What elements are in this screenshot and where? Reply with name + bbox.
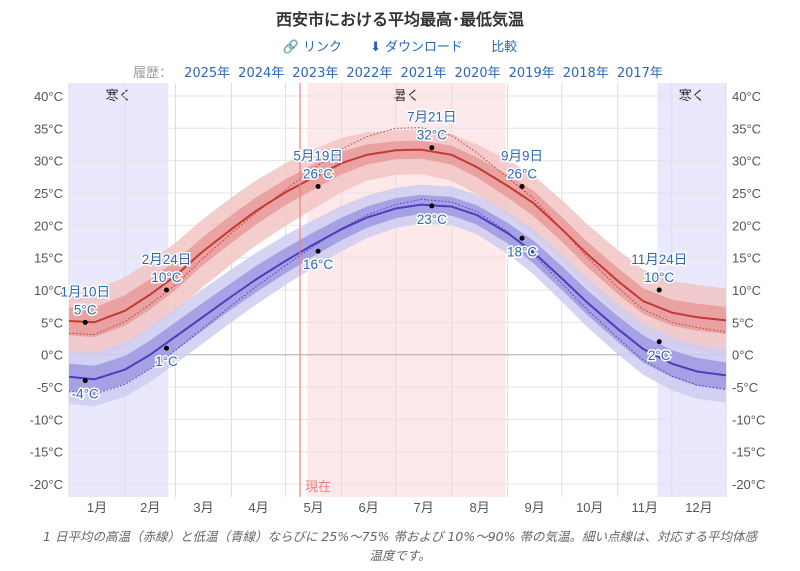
history-year-link[interactable]: 2019年 bbox=[508, 66, 555, 81]
now-label: 現在 bbox=[305, 479, 331, 494]
annotation-date-label: 2月24日 bbox=[142, 252, 192, 267]
y-tick-label-left: 5°C bbox=[41, 315, 63, 330]
y-tick-label-right: 25°C bbox=[732, 186, 761, 201]
annotation-value-label: 1°C bbox=[155, 354, 178, 369]
link-label: リンク bbox=[302, 40, 342, 55]
y-tick-label-right: 20°C bbox=[732, 218, 761, 233]
y-tick-label-left: 0°C bbox=[41, 348, 63, 363]
y-tick-label-left: -10°C bbox=[30, 412, 63, 427]
action-links: 🔗 リンク ⬇ ダウンロード 比較 bbox=[0, 36, 800, 55]
annotation-point bbox=[163, 287, 169, 293]
annotation-point bbox=[82, 378, 88, 384]
history-year-link[interactable]: 2025年 bbox=[184, 66, 231, 81]
month-tick-label: 5月 bbox=[303, 500, 323, 515]
annotation-value-label: 18°C bbox=[507, 244, 537, 259]
y-tick-label-right: -15°C bbox=[732, 445, 765, 460]
history-year-link[interactable]: 2024年 bbox=[238, 66, 285, 81]
annotation-point bbox=[315, 184, 321, 189]
y-tick-label-right: 5°C bbox=[732, 315, 754, 330]
month-tick-label: 11月 bbox=[632, 500, 659, 515]
annotation-point bbox=[429, 145, 435, 151]
history-label: 履歴： bbox=[133, 66, 173, 81]
link-button[interactable]: 🔗 リンク bbox=[283, 40, 342, 55]
annotation-point bbox=[519, 184, 525, 189]
history-year-link[interactable]: 2021年 bbox=[400, 66, 447, 81]
download-icon: ⬇ bbox=[370, 40, 382, 55]
chart-caption: 1 日平均の高温（赤線）と低温（青線）ならびに 25%～75% 帯および 10%… bbox=[43, 529, 757, 563]
month-tick-label: 6月 bbox=[359, 500, 379, 515]
annotation-date-label: 1月10日 bbox=[60, 284, 110, 299]
annotation-point bbox=[315, 248, 321, 254]
high-band-25-75 bbox=[69, 140, 726, 338]
y-tick-label-left: 20°C bbox=[34, 218, 63, 233]
month-tick-label: 10月 bbox=[576, 500, 603, 515]
y-tick-label-right: 0°C bbox=[732, 348, 754, 363]
month-tick-label: 4月 bbox=[248, 500, 268, 515]
month-tick-label: 2月 bbox=[140, 500, 160, 515]
y-tick-label-left: 10°C bbox=[34, 283, 63, 298]
y-tick-label-left: 35°C bbox=[34, 121, 63, 136]
month-tick-label: 8月 bbox=[470, 500, 490, 515]
link-icon: 🔗 bbox=[282, 40, 299, 55]
annotation-point bbox=[656, 287, 662, 293]
month-tick-label: 1月 bbox=[87, 500, 107, 515]
annotation-date-label: 9月9日 bbox=[501, 149, 543, 164]
compare-label: 比較 bbox=[491, 40, 518, 55]
annotation-value-label: 10°C bbox=[644, 270, 674, 285]
annotation-date-label: 7月21日 bbox=[407, 110, 457, 125]
y-tick-label-left: 30°C bbox=[34, 154, 63, 169]
y-tick-label-right: 40°C bbox=[732, 89, 761, 104]
history-year-link[interactable]: 2018年 bbox=[562, 66, 609, 81]
history-bar: 履歴： 2025年 2024年 2023年 2022年 2021年 2020年 2019年 20… bbox=[0, 62, 800, 81]
annotation-value-label: -4°C bbox=[72, 387, 99, 402]
annotation-value-label: 32°C bbox=[417, 128, 447, 143]
annotation-point bbox=[163, 345, 169, 351]
annotation-date-label: 11月24日 bbox=[631, 252, 687, 267]
history-year-link[interactable]: 2020年 bbox=[454, 66, 501, 81]
y-tick-label-right: 35°C bbox=[732, 121, 761, 136]
y-tick-label-left: -20°C bbox=[30, 477, 63, 492]
y-tick-label-left: 15°C bbox=[34, 251, 63, 266]
history-year-link[interactable]: 2017年 bbox=[616, 66, 663, 81]
annotation-point bbox=[656, 339, 662, 345]
y-tick-label-left: -5°C bbox=[37, 380, 63, 395]
low-band-25-75 bbox=[69, 194, 726, 394]
page-title: 西安市における平均最高･最低気温 bbox=[275, 10, 524, 29]
annotation-value-label: 10°C bbox=[151, 270, 181, 285]
history-year-link[interactable]: 2022年 bbox=[346, 66, 393, 81]
annotation-point bbox=[82, 319, 88, 325]
history-year-link[interactable]: 2023年 bbox=[292, 66, 339, 81]
y-tick-label-right: -5°C bbox=[732, 380, 758, 395]
y-tick-label-right: 30°C bbox=[732, 154, 761, 169]
low-band-10-90 bbox=[69, 184, 726, 407]
annotation-value-label: 26°C bbox=[507, 167, 537, 182]
annotation-value-label: 16°C bbox=[303, 257, 333, 272]
y-tick-label-left: -15°C bbox=[30, 445, 63, 460]
month-tick-label: 12月 bbox=[685, 500, 712, 515]
low-temperature-line bbox=[68, 203, 727, 381]
y-tick-label-right: -20°C bbox=[732, 477, 765, 492]
high-temperature-line bbox=[68, 148, 727, 324]
month-tick-label: 3月 bbox=[193, 500, 213, 515]
download-button[interactable]: ⬇ ダウンロード bbox=[370, 40, 463, 55]
annotation-point bbox=[429, 203, 435, 209]
y-tick-label-right: 15°C bbox=[732, 251, 761, 266]
month-tick-label: 7月 bbox=[414, 500, 434, 515]
annotation-point bbox=[519, 235, 525, 241]
download-label: ダウンロード bbox=[385, 40, 464, 55]
y-tick-label-left: 25°C bbox=[34, 186, 63, 201]
annotation-value-label: 5°C bbox=[74, 302, 97, 317]
y-tick-label-right: -10°C bbox=[732, 412, 765, 427]
compare-button[interactable]: 比較 bbox=[491, 40, 517, 55]
annotation-value-label: 23°C bbox=[417, 212, 447, 227]
high-feels-like-line bbox=[68, 127, 727, 336]
y-tick-label-left: 40°C bbox=[34, 89, 63, 104]
annotation-value-label: 2°C bbox=[648, 348, 671, 363]
annotation-date-label: 5月19日 bbox=[293, 149, 343, 164]
annotation-value-label: 26°C bbox=[303, 167, 333, 182]
month-tick-label: 9月 bbox=[525, 500, 545, 515]
y-tick-label-right: 10°C bbox=[732, 283, 761, 298]
